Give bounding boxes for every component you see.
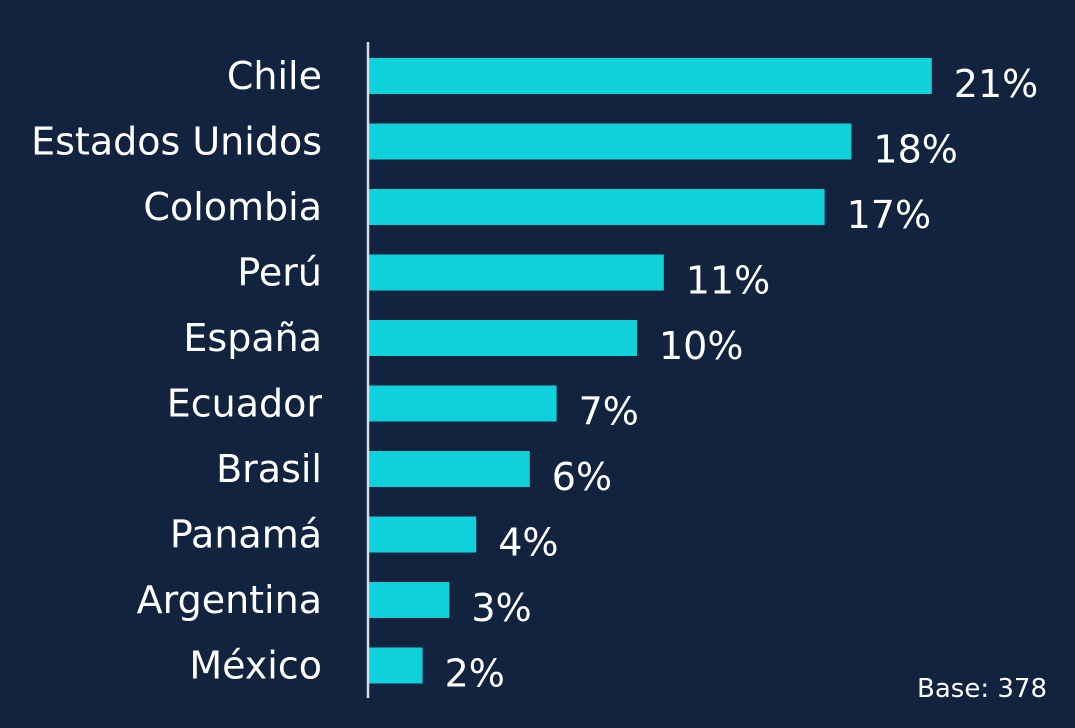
category-label-estados-unidos: Estados Unidos: [31, 120, 322, 164]
category-label-panama: Panamá: [170, 513, 322, 557]
bars-group: [369, 58, 932, 684]
category-label-chile: Chile: [227, 54, 322, 98]
bar-panama: [369, 516, 477, 553]
value-label-brasil: 6%: [552, 455, 612, 499]
category-label-espana: España: [183, 316, 322, 360]
value-label-peru: 11%: [686, 259, 770, 303]
value-label-colombia: 17%: [847, 193, 931, 237]
value-label-ecuador: 7%: [579, 390, 639, 434]
value-label-panama: 4%: [498, 521, 558, 565]
bar-brasil: [369, 451, 530, 487]
value-labels: 21% 18% 17% 11% 10% 7% 6% 4% 3% 2%: [445, 62, 1039, 696]
bar-mexico: [369, 647, 423, 684]
base-note: Base: 378: [917, 674, 1047, 704]
category-label-ecuador: Ecuador: [167, 382, 323, 426]
category-labels: Chile Estados Unidos Colombia Perú España Ecu…: [31, 54, 322, 688]
bar-ecuador: [369, 385, 557, 422]
bar-peru: [369, 254, 664, 291]
category-label-brasil: Brasil: [216, 447, 322, 491]
value-label-chile: 21%: [954, 62, 1038, 106]
category-label-mexico: México: [189, 644, 322, 688]
bar-espana: [369, 320, 637, 356]
value-label-mexico: 2%: [445, 652, 505, 696]
bar-argentina: [369, 582, 450, 618]
bar-colombia: [369, 189, 825, 225]
value-label-argentina: 3%: [471, 586, 531, 630]
value-label-espana: 10%: [659, 324, 743, 368]
category-label-argentina: Argentina: [137, 578, 322, 622]
category-label-colombia: Colombia: [143, 185, 322, 229]
bar-estados-unidos: [369, 123, 852, 160]
category-label-peru: Perú: [237, 251, 322, 295]
value-label-estados-unidos: 18%: [873, 128, 957, 172]
bar-chile: [369, 58, 932, 94]
